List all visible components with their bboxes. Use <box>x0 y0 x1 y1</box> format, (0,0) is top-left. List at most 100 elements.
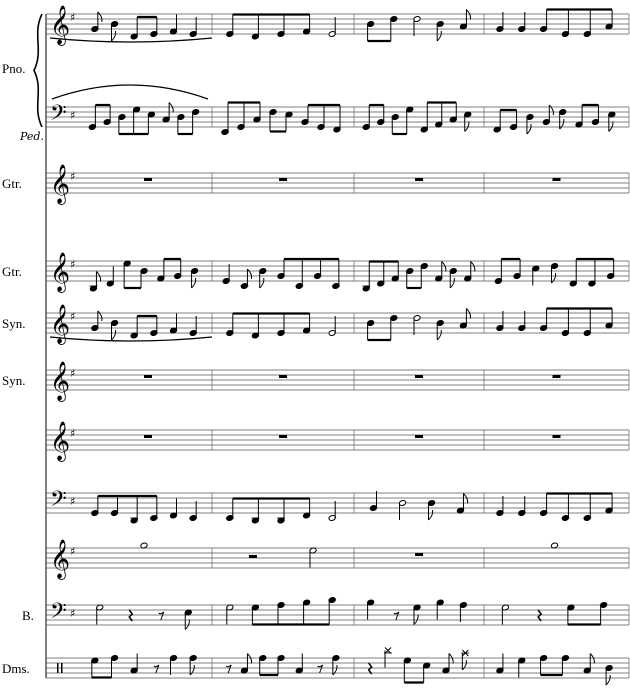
instrument-label: B. <box>22 608 34 623</box>
flag <box>97 11 103 23</box>
whole-rest <box>415 375 423 378</box>
whole-rest <box>552 178 561 181</box>
staff-8: 𝄢 ♯ <box>46 487 630 524</box>
key-sharp-icon: ♯ <box>70 170 75 183</box>
flag <box>526 123 532 135</box>
whole-rest <box>279 435 287 438</box>
slur <box>51 84 209 100</box>
flag <box>96 271 102 282</box>
cymbal-note <box>461 649 469 657</box>
eighth-rest <box>225 664 232 674</box>
flag <box>259 277 265 289</box>
slur <box>49 37 213 43</box>
flag <box>436 30 442 42</box>
whole-rest <box>144 178 152 181</box>
percussion-clef-icon <box>57 663 59 673</box>
flag <box>608 121 614 132</box>
treble-clef-icon: 𝄞 <box>50 361 70 402</box>
piano-brace <box>33 13 43 128</box>
flag <box>413 614 419 625</box>
key-sharp-icon: ♯ <box>70 367 75 380</box>
flag <box>551 272 557 284</box>
instrument-label: Gtr. <box>2 264 22 279</box>
key-sharp-icon: ♯ <box>70 607 75 620</box>
flag <box>470 261 476 272</box>
quarter-rest <box>367 662 373 675</box>
flag <box>464 121 470 132</box>
flag <box>605 674 611 686</box>
treble-clef-icon: 𝄞 <box>50 304 70 345</box>
key-sharp-icon: ♯ <box>70 310 75 323</box>
quarter-rest <box>128 609 134 622</box>
treble-clef-icon: 𝄞 <box>50 164 70 205</box>
instrument-label: Gtr. <box>2 176 22 191</box>
notehead <box>550 542 559 549</box>
flag <box>111 30 117 42</box>
whole-rest <box>415 178 423 181</box>
flag <box>111 329 117 341</box>
flag <box>559 118 565 130</box>
staff-3: 𝄞 ♯ <box>46 164 630 205</box>
flag <box>247 268 253 280</box>
flag <box>548 104 554 116</box>
instrument-label: Syn. <box>2 373 26 388</box>
percussion-clef-icon <box>61 663 63 673</box>
treble-clef-icon: 𝄞 <box>50 539 70 580</box>
flag <box>466 308 472 319</box>
key-sharp-icon: ♯ <box>70 11 75 24</box>
notehead <box>140 542 148 549</box>
key-sharp-icon: ♯ <box>70 427 75 440</box>
instrument-label: Syn. <box>2 316 26 331</box>
flag <box>461 659 467 671</box>
flag <box>449 277 455 289</box>
whole-rest <box>144 435 152 438</box>
bass-clef-icon: 𝄢 <box>50 487 67 517</box>
staff-5: 𝄞 ♯ <box>46 304 630 345</box>
staff-1: 𝄞 ♯ <box>46 5 630 46</box>
whole-rest <box>415 553 423 556</box>
quarter-rest <box>537 609 543 622</box>
flag <box>428 509 434 521</box>
flag <box>97 310 103 322</box>
flag <box>191 277 197 289</box>
whole-rest <box>552 375 561 378</box>
key-sharp-icon: ♯ <box>70 109 75 122</box>
staff-9: 𝄞 ♯ <box>46 539 630 580</box>
treble-clef-icon: 𝄞 <box>50 421 70 462</box>
whole-rest <box>279 178 287 181</box>
flag <box>466 9 472 20</box>
eighth-rest <box>317 664 324 674</box>
eighth-rest <box>393 611 400 621</box>
staff-11 <box>46 647 630 686</box>
staff-10: 𝄢 ♯ <box>46 596 630 630</box>
flag <box>448 653 454 664</box>
flag <box>247 653 253 664</box>
flag <box>436 329 442 341</box>
treble-clef-icon: 𝄞 <box>50 5 70 46</box>
whole-rest <box>144 375 152 378</box>
staff-2: 𝄢 ♯ <box>46 101 630 136</box>
cymbal-note <box>384 647 392 654</box>
pedal-mark: Ped. <box>20 130 44 143</box>
instrument-label: Pno. <box>2 61 26 76</box>
bass-clef-icon: 𝄢 <box>50 101 67 131</box>
key-sharp-icon: ♯ <box>70 545 75 558</box>
eighth-rest <box>153 664 160 674</box>
staff-4: 𝄞 ♯ <box>46 252 630 293</box>
flag <box>332 664 338 676</box>
staff-6: 𝄞 ♯ <box>46 361 630 402</box>
staff-7: 𝄞 ♯ <box>46 421 630 462</box>
flag <box>168 102 174 113</box>
slur <box>49 336 213 342</box>
instrument-label: Dms. <box>2 661 30 676</box>
flag <box>589 653 595 664</box>
flag <box>184 619 190 630</box>
flag <box>441 261 447 272</box>
treble-clef-icon: 𝄞 <box>50 252 70 293</box>
whole-rest <box>279 375 287 378</box>
key-sharp-icon: ♯ <box>70 258 75 271</box>
half-rest <box>249 555 257 558</box>
flag <box>189 664 195 676</box>
whole-rest <box>552 435 561 438</box>
